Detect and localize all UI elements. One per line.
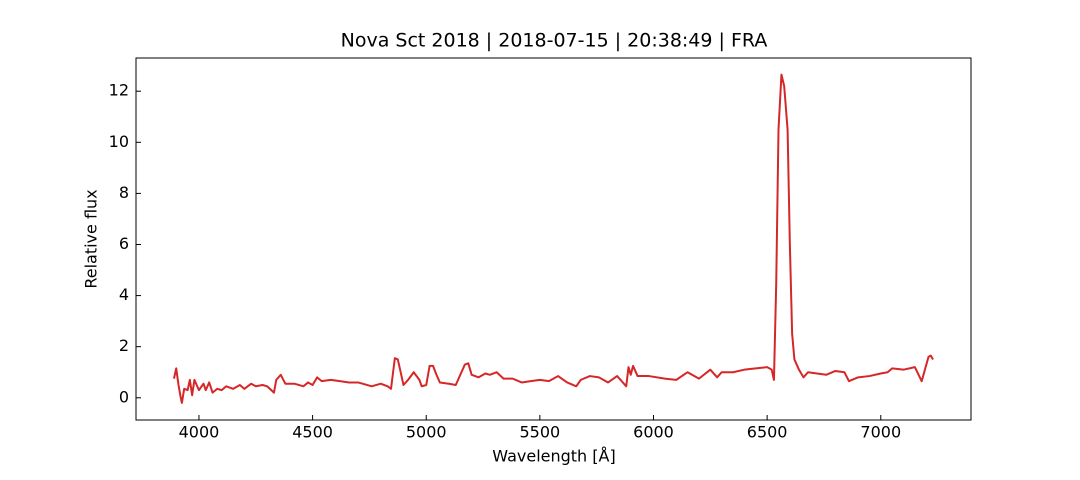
- axes-frame: [135, 57, 972, 421]
- x-tick-label: 4500: [292, 423, 333, 442]
- x-tick-label: 6000: [633, 423, 674, 442]
- y-tick-label: 8: [119, 183, 129, 202]
- y-tick-label: 12: [109, 81, 129, 100]
- spectrum-line: [172, 73, 934, 404]
- y-tick-label: 4: [119, 285, 129, 304]
- x-axis-label: Wavelength [Å]: [492, 447, 615, 466]
- y-tick-label: 2: [119, 336, 129, 355]
- plot-area: [172, 73, 934, 404]
- chart-title: Nova Sct 2018 | 2018-07-15 | 20:38:49 | …: [341, 30, 768, 52]
- y-tick-label: 10: [109, 132, 129, 151]
- x-tick-label: 4000: [179, 423, 220, 442]
- y-tick-label: 6: [119, 234, 129, 253]
- y-tick-label: 0: [119, 387, 129, 406]
- x-tick-label: 7000: [860, 423, 901, 442]
- x-tick-label: 5000: [406, 423, 447, 442]
- y-axis-label: Relative flux: [82, 189, 101, 288]
- x-tick-label: 5500: [520, 423, 561, 442]
- x-tick-label: 6500: [747, 423, 788, 442]
